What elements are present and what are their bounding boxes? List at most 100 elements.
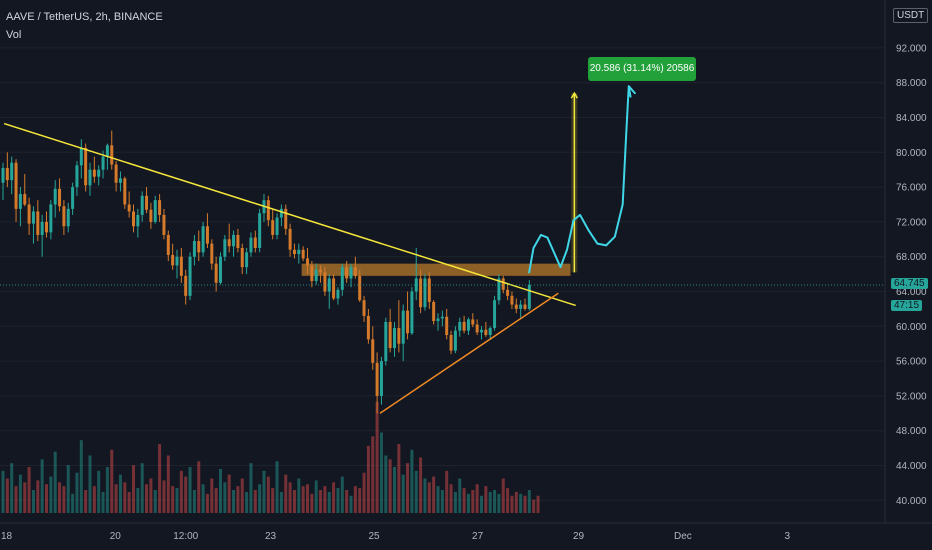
candle-body	[484, 329, 488, 335]
volume-bar	[336, 488, 340, 513]
volume-indicator-label[interactable]: Vol	[6, 29, 22, 41]
candle-body	[158, 200, 162, 215]
candle-body	[436, 318, 440, 322]
volume-bar	[162, 480, 166, 513]
candle-body	[171, 254, 175, 266]
candle-body	[123, 178, 127, 205]
candle-body	[414, 278, 418, 292]
volume-bar	[140, 463, 144, 513]
volume-bar	[101, 491, 105, 513]
volume-bar	[192, 490, 196, 513]
volume-bar	[275, 461, 279, 513]
candle-body	[523, 304, 527, 309]
volume-bar	[219, 468, 222, 513]
candle-body	[49, 204, 53, 233]
volume-bar	[188, 467, 192, 513]
candle-body	[375, 362, 379, 396]
volume-bar	[501, 478, 505, 513]
drawings-front	[0, 85, 885, 414]
candle-body	[514, 304, 518, 309]
candle-body	[388, 321, 392, 349]
chart-grid	[0, 47, 885, 501]
candle-body	[440, 316, 444, 319]
volume-bar	[497, 493, 501, 513]
volume-bar	[1, 470, 5, 513]
candle-body	[423, 278, 427, 308]
candle-body	[201, 226, 205, 253]
volume-bar	[353, 486, 357, 513]
volume-bar	[532, 499, 536, 513]
candle-body	[401, 310, 405, 344]
candle-body	[471, 319, 475, 325]
measure-arrow-head	[570, 91, 578, 99]
price-tick-label: 44.000	[896, 461, 927, 472]
volume-bar	[23, 482, 27, 513]
time-tick-label: 12:00	[173, 531, 198, 542]
time-axis[interactable]: 18 20 12:00 23 25 27 29 Dec 3	[0, 522, 932, 542]
volume-bar	[158, 444, 162, 513]
volume-bar	[284, 474, 288, 513]
volume-bar	[527, 490, 531, 513]
volume-bar	[171, 486, 175, 513]
candle-body	[23, 194, 27, 205]
volume-bar	[132, 465, 135, 513]
candle-body	[45, 221, 48, 233]
drawings-back	[301, 263, 571, 276]
volume-bar	[114, 484, 118, 513]
symbol-title[interactable]: AAVE / TetherUS, 2h, BINANCE	[6, 11, 163, 23]
volume-bar	[10, 463, 14, 513]
volume-bar	[249, 463, 253, 513]
volume-bar	[266, 476, 270, 513]
volume-bar	[84, 490, 88, 513]
volume-bar	[253, 490, 257, 513]
candle-body	[18, 194, 22, 209]
volume-bar	[184, 476, 188, 513]
time-tick-label: 25	[369, 531, 381, 542]
candle-body	[179, 256, 183, 276]
volume-bar	[462, 488, 466, 513]
volume-bar	[123, 482, 127, 513]
price-axis[interactable]: 92.000 88.000 84.000 80.000 76.000 72.000 68.0…	[884, 0, 927, 523]
volume-bar	[493, 490, 497, 513]
volume-bar	[458, 478, 462, 513]
price-tick-label: 92.000	[896, 43, 927, 54]
volume-bar	[371, 436, 375, 513]
candle-body	[366, 315, 370, 340]
time-tick-label: 27	[472, 531, 484, 542]
candle-body	[84, 147, 88, 186]
candle-body	[36, 211, 40, 235]
candle-body	[453, 330, 457, 351]
volume-bar	[427, 482, 431, 513]
volume-bar	[471, 490, 475, 513]
candle-body	[88, 169, 92, 186]
volume-bar	[379, 432, 383, 513]
volume-bar	[49, 476, 53, 513]
volume-bar	[445, 470, 449, 513]
candle-body	[31, 211, 35, 224]
volume-bar	[340, 476, 344, 513]
price-tick-label: 88.000	[896, 78, 927, 89]
candle-body	[345, 267, 349, 279]
volume-bar	[358, 488, 362, 513]
volume-bar	[366, 445, 370, 513]
price-tick-label: 48.000	[896, 426, 927, 437]
candle-body	[253, 237, 257, 248]
volume-bar	[5, 478, 9, 513]
candle-body	[258, 213, 262, 248]
volume-bar	[145, 484, 149, 513]
candle-body	[92, 169, 96, 177]
candle-body	[432, 301, 436, 322]
volume-bar	[349, 495, 353, 513]
price-tick-label: 60.000	[896, 322, 927, 333]
candle-body	[527, 285, 531, 309]
candle-body	[327, 278, 331, 292]
volume-bar	[423, 478, 427, 513]
volume-bar	[166, 455, 170, 513]
candle-body	[419, 278, 423, 308]
volume-bar	[384, 455, 388, 513]
currency-button[interactable]: USDT	[893, 8, 929, 23]
volume-bar	[310, 493, 314, 513]
price-range-measure-label: 20.586 (31.14%) 20586	[588, 57, 696, 81]
time-tick-label: 23	[265, 531, 277, 542]
